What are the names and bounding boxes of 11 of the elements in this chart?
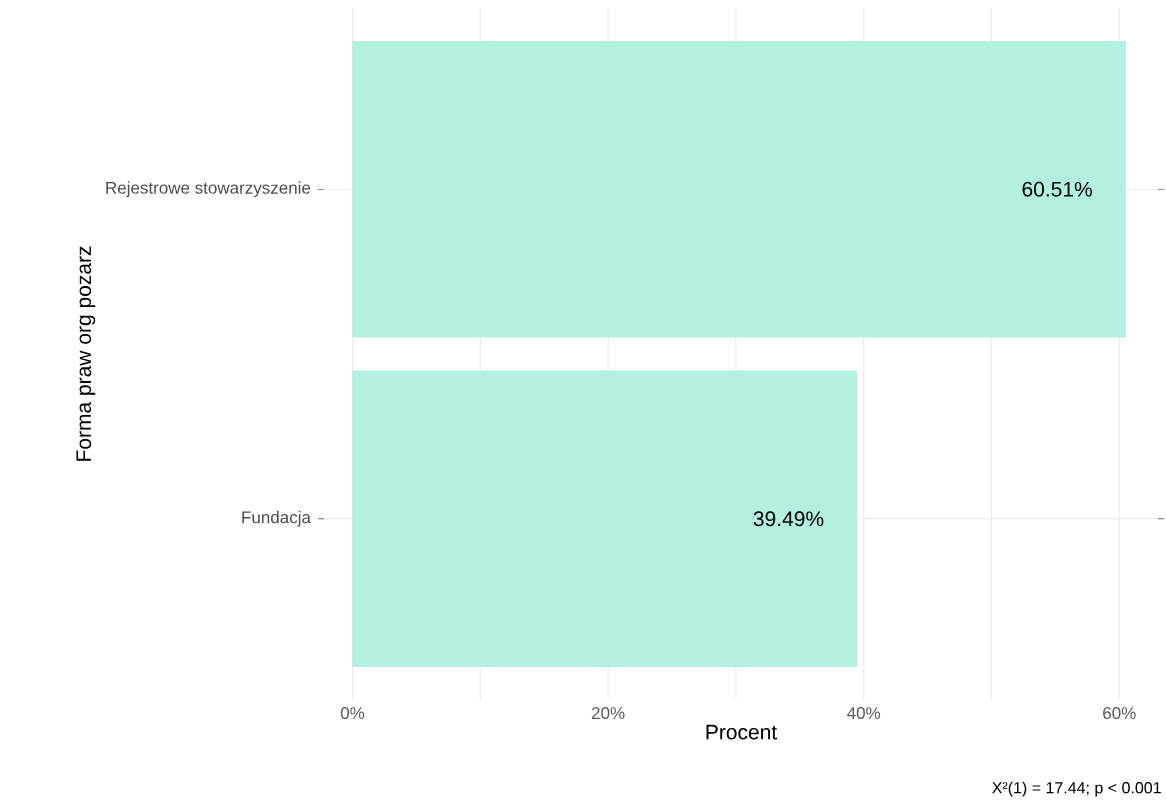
x-axis-title: Procent: [706, 724, 778, 740]
x-tick-label: 60%: [1103, 707, 1136, 720]
x-tick-label: 40%: [847, 707, 881, 720]
data-label: 60.51%: [1022, 181, 1092, 197]
y-tick-label: Fundacja: [242, 510, 311, 527]
text: X²(1) = 17.44; p < 0.001: [992, 781, 1161, 797]
x-tick-label: 20%: [591, 707, 625, 720]
y-axis-title: Forma praw org pozarz: [76, 246, 96, 461]
x-tick-label: 0%: [340, 707, 365, 720]
y-tick-label: Rejestrowe stowarzyszenie: [106, 181, 311, 198]
data-label: 39.49%: [753, 511, 824, 527]
